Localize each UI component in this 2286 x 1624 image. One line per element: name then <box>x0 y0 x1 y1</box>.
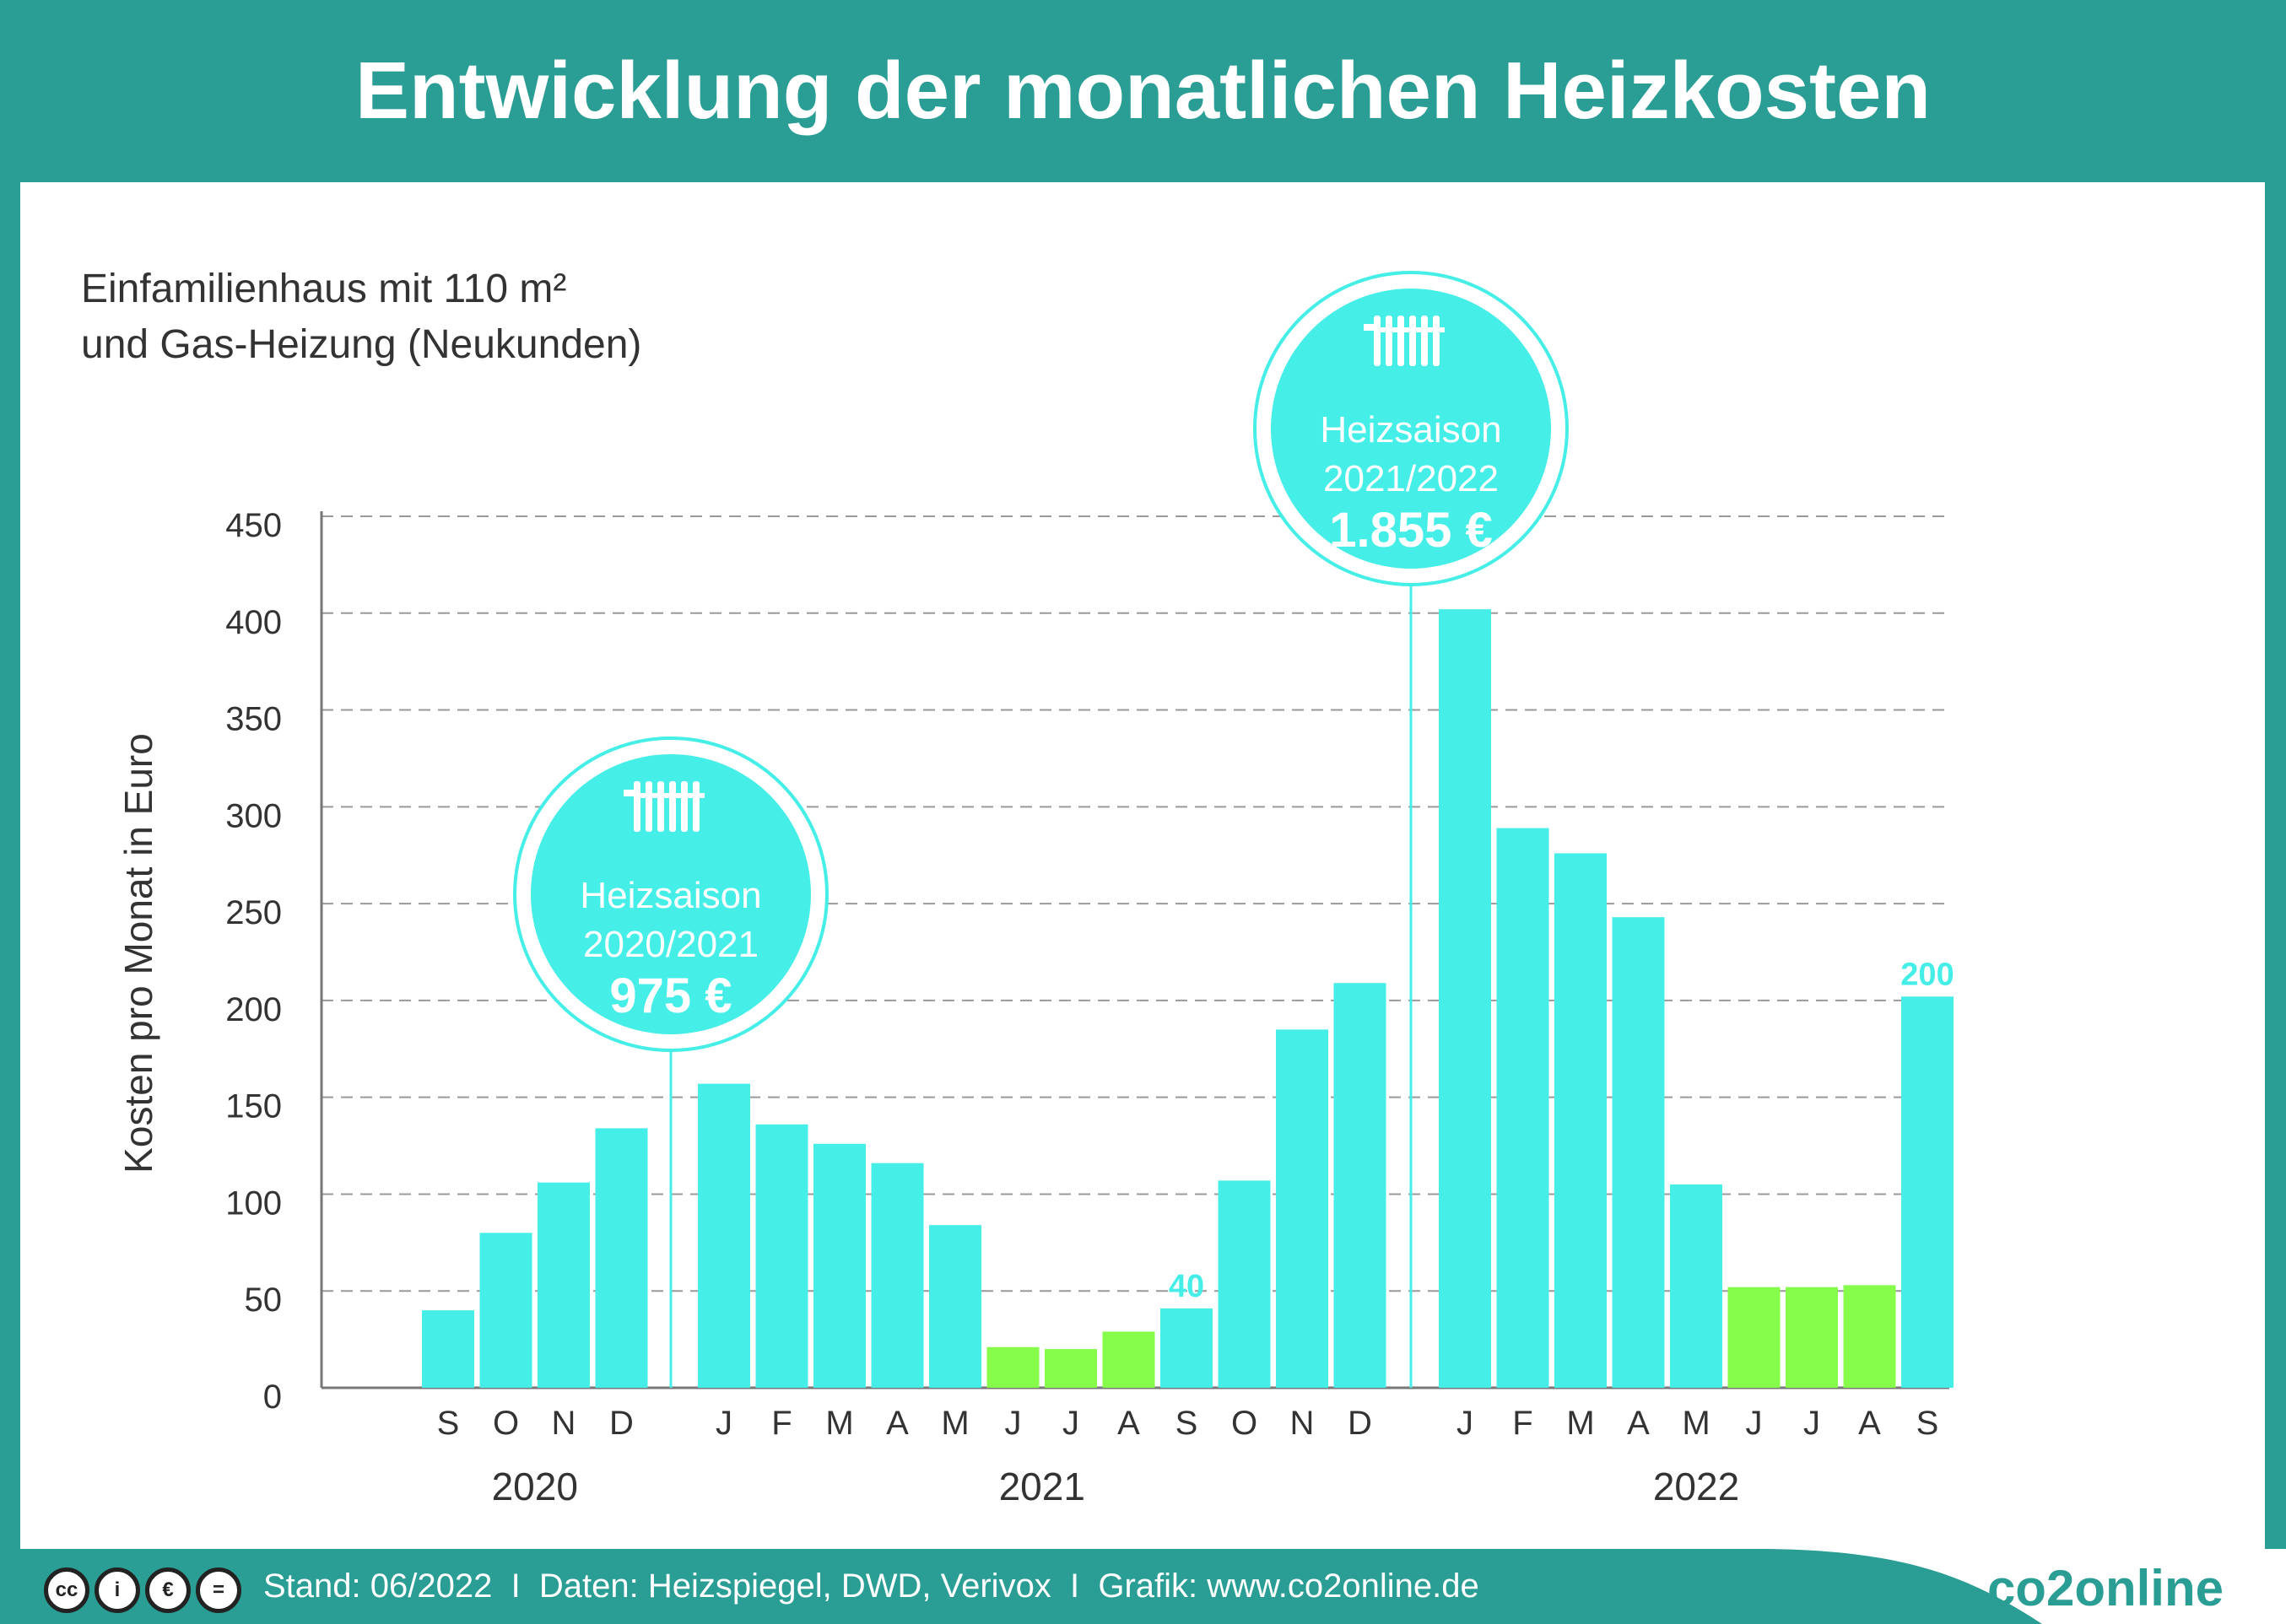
x-tick-label: F <box>771 1405 792 1442</box>
bar <box>1843 1285 1896 1388</box>
x-tick-label: D <box>1348 1405 1372 1442</box>
year-label: 2022 <box>1653 1465 1739 1508</box>
bar <box>929 1225 981 1388</box>
x-tick-label: J <box>716 1405 732 1442</box>
x-tick-label: S <box>1175 1405 1198 1442</box>
x-tick-label: A <box>886 1405 909 1442</box>
season-total: 975 € <box>609 968 732 1023</box>
x-tick-label: S <box>1916 1405 1939 1442</box>
x-tick-label: M <box>825 1405 853 1442</box>
x-tick-label: O <box>1231 1405 1257 1442</box>
subtitle-line-1: Einfamilienhaus mit 110 m² <box>81 267 567 311</box>
footer-credits: Stand: 06/2022 I Daten: Heizspiegel, DWD… <box>263 1567 1479 1605</box>
season-badge <box>1271 289 1551 569</box>
season-total: 1.855 € <box>1329 503 1493 558</box>
year-label: 2020 <box>492 1465 578 1508</box>
bar <box>595 1128 648 1388</box>
x-tick-label: A <box>1117 1405 1140 1442</box>
y-tick-label: 250 <box>225 894 282 931</box>
x-tick-label: N <box>1290 1405 1315 1442</box>
nd-icon: = <box>196 1567 241 1613</box>
radiator-icon <box>1364 316 1445 366</box>
y-tick-label: 100 <box>225 1184 282 1222</box>
season-period: 2020/2021 <box>583 924 759 965</box>
subtitle-line-2: und Gas-Heizung (Neukunden) <box>81 322 642 367</box>
data-label: 40 <box>1169 1269 1204 1304</box>
season-label: Heizsaison <box>580 875 761 916</box>
bar <box>871 1163 924 1388</box>
x-tick-label: S <box>437 1405 460 1442</box>
bar <box>1218 1180 1271 1388</box>
x-tick-label: M <box>1682 1405 1710 1442</box>
y-tick-label: 300 <box>225 797 282 834</box>
x-tick-label: J <box>1746 1405 1763 1442</box>
y-axis-title: Kosten pro Monat in Euro <box>116 733 160 1173</box>
x-tick-label: M <box>1566 1405 1594 1442</box>
radiator-icon <box>624 781 705 832</box>
cc-icon: cc <box>44 1567 89 1613</box>
bar <box>986 1346 1040 1388</box>
x-tick-label: J <box>1005 1405 1022 1442</box>
y-tick-label: 150 <box>225 1088 282 1125</box>
y-tick-label: 350 <box>225 701 282 738</box>
y-tick-label: 50 <box>245 1281 283 1319</box>
bar <box>1160 1308 1213 1388</box>
x-tick-label: J <box>1062 1405 1079 1442</box>
license-badges: cc i € = <box>44 1567 241 1613</box>
bar <box>755 1124 808 1388</box>
bar <box>813 1143 866 1388</box>
y-tick-label: 400 <box>225 604 282 641</box>
footer-wave <box>0 1549 2042 1624</box>
year-label: 2021 <box>999 1465 1085 1508</box>
nc-icon: € <box>145 1567 191 1613</box>
x-tick-label: D <box>609 1405 634 1442</box>
x-tick-label: J <box>1803 1405 1820 1442</box>
bar <box>1554 853 1607 1388</box>
data-label: 200 <box>1900 957 1954 992</box>
x-tick-label: N <box>552 1405 576 1442</box>
bar <box>1496 828 1549 1388</box>
bar <box>538 1182 590 1388</box>
bar <box>1901 996 1954 1388</box>
season-period: 2021/2022 <box>1323 458 1499 499</box>
bar <box>698 1083 750 1388</box>
bar <box>1045 1349 1097 1388</box>
x-tick-label: A <box>1627 1405 1650 1442</box>
bar <box>1727 1287 1781 1388</box>
x-tick-label: J <box>1456 1405 1473 1442</box>
x-tick-label: A <box>1858 1405 1881 1442</box>
y-tick-label: 0 <box>263 1379 282 1416</box>
bar <box>1670 1184 1722 1388</box>
bar <box>1439 609 1491 1388</box>
season-badge <box>531 754 811 1034</box>
bar <box>422 1310 474 1388</box>
x-tick-label: O <box>493 1405 519 1442</box>
season-label: Heizsaison <box>1320 409 1501 451</box>
y-tick-label: 450 <box>225 507 282 544</box>
bar <box>1102 1331 1155 1388</box>
bar <box>1612 917 1665 1388</box>
bar <box>1786 1287 1838 1388</box>
bar <box>479 1233 532 1388</box>
bar <box>1333 983 1386 1388</box>
y-tick-label: 200 <box>225 991 282 1028</box>
bar <box>1276 1029 1328 1388</box>
by-icon: i <box>95 1567 140 1613</box>
footer <box>0 1549 2286 1624</box>
chart-subtitle: Einfamilienhaus mit 110 m² und Gas-Heizu… <box>81 262 641 373</box>
x-tick-label: F <box>1512 1405 1532 1442</box>
co2online-logo: co2online <box>1986 1560 2224 1616</box>
x-tick-label: M <box>941 1405 969 1442</box>
page-title: Entwicklung der monatlichen Heizkosten <box>355 46 1931 136</box>
